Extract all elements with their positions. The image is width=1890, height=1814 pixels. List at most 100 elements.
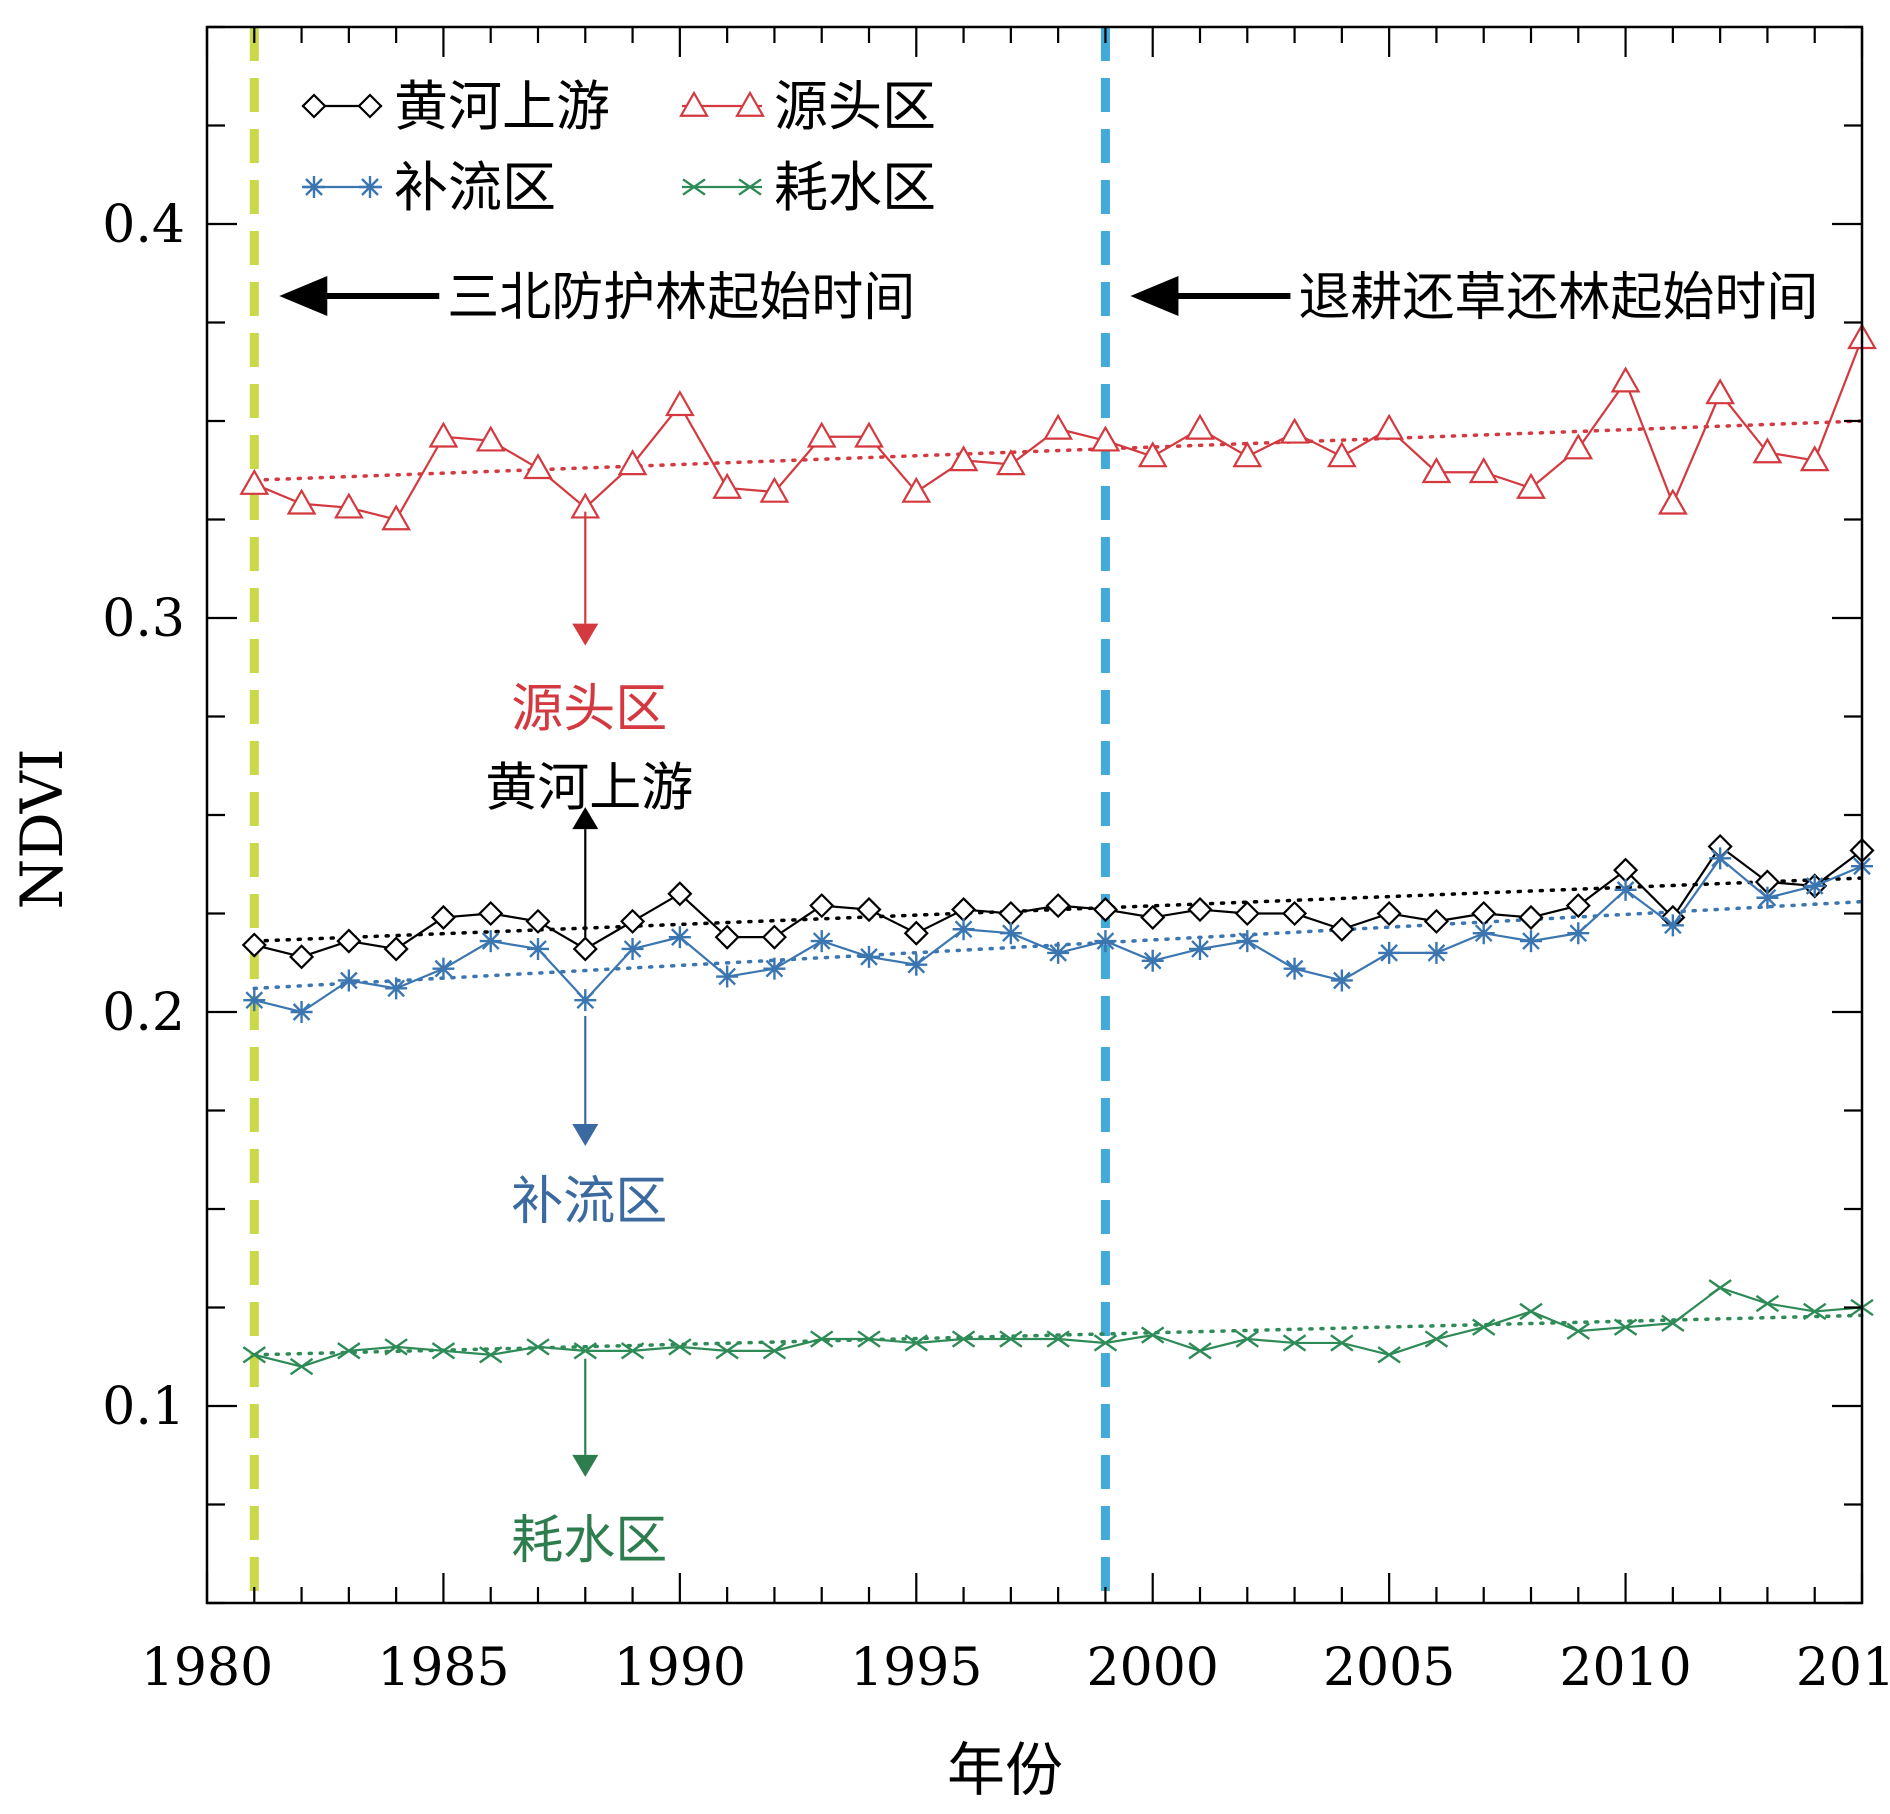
series-2-point-2013 — [1756, 886, 1779, 909]
vline-arrow-head-1 — [1130, 276, 1179, 316]
series-3-point-2002 — [1235, 1330, 1259, 1348]
y-axis-title: NDVI — [8, 748, 76, 909]
series-0-point-2002 — [1234, 900, 1260, 927]
series-0-point-1989 — [620, 908, 646, 934]
series-1-point-1999 — [1090, 425, 1121, 452]
series-2-point-2007 — [1472, 922, 1495, 945]
series-0-point-1997 — [998, 900, 1024, 927]
series-3-point-1982 — [289, 1357, 314, 1376]
series-3-point-1985 — [431, 1342, 456, 1360]
series-0-point-1995 — [903, 920, 929, 946]
series-0-point-1994 — [856, 897, 882, 923]
series-1-point-2004 — [1326, 441, 1357, 468]
y-tick-label-3: 0.4 — [102, 195, 185, 255]
annotation-label-3: 耗水区 — [511, 1511, 667, 1571]
series-3-point-1990 — [668, 1338, 692, 1356]
series-1-point-2001 — [1185, 413, 1215, 440]
series-0-point-2001 — [1187, 897, 1213, 923]
x-tick-label-1990: 1990 — [614, 1638, 746, 1698]
x-axis-title: 年份 — [947, 1736, 1063, 1804]
series-3-point-2007 — [1472, 1318, 1496, 1336]
series-1-point-1995 — [901, 476, 932, 503]
legend-marker-b-1 — [735, 90, 765, 117]
y-tick-label-2: 0.3 — [102, 589, 185, 649]
series-1-point-1997 — [995, 449, 1026, 476]
series-1-point-1982 — [286, 488, 317, 515]
annotation-label-1: 黄河上游 — [485, 758, 693, 818]
series-2-point-2004 — [1330, 969, 1353, 992]
series-1-point-2013 — [1752, 437, 1783, 464]
series-1-point-2002 — [1232, 441, 1263, 468]
legend-marker-a-2 — [303, 176, 325, 198]
series-1-point-1990 — [664, 390, 695, 417]
x-tick-label-2000: 2000 — [1087, 1638, 1219, 1698]
series-3-point-2011 — [1661, 1314, 1685, 1332]
series-1-point-1987 — [523, 453, 553, 480]
series-1-point-2011 — [1657, 488, 1688, 515]
series-2-point-2009 — [1567, 922, 1590, 945]
series-0-point-2000 — [1140, 904, 1166, 930]
series-2-point-1983 — [337, 969, 360, 992]
series-1-point-1984 — [381, 504, 412, 531]
series-1-point-2012 — [1705, 378, 1736, 405]
series-0-point-2006 — [1423, 908, 1449, 934]
series-1-point-2014 — [1799, 445, 1830, 472]
series-0-point-1987 — [525, 908, 551, 934]
series-2-point-2003 — [1283, 957, 1306, 980]
y-tick-label-1: 0.2 — [102, 983, 185, 1043]
series-0-point-1990 — [667, 881, 693, 907]
series-3-point-1995 — [904, 1334, 928, 1352]
series-1-point-1981 — [239, 468, 270, 495]
series-2-point-2000 — [1141, 949, 1164, 972]
trend-lines — [252, 419, 1864, 1357]
series-3-point-2013 — [1755, 1294, 1780, 1313]
series-2-point-2010 — [1614, 878, 1637, 901]
series-1-point-1991 — [712, 472, 743, 499]
series-2-point-1997 — [999, 922, 1022, 945]
series-0-point-1992 — [761, 924, 787, 950]
series-0-point-2003 — [1282, 900, 1308, 927]
series-3-point-1996 — [951, 1330, 976, 1348]
series-1-point-1998 — [1043, 413, 1074, 440]
annotation-arrow-head-0 — [572, 623, 599, 646]
series-0-point-2005 — [1376, 900, 1402, 927]
series-3-point-2006 — [1424, 1330, 1449, 1348]
series-0-point-1984 — [383, 936, 409, 962]
series-1-point-1992 — [759, 476, 790, 503]
vline-arrow-head-0 — [279, 276, 328, 316]
series-2-point-1984 — [385, 977, 408, 1000]
series-1-point-2009 — [1563, 433, 1594, 460]
vline-label-1: 退耕还草还林起始时间 — [1298, 268, 1818, 328]
series-0-point-2004 — [1329, 916, 1355, 942]
legend-marker-b-3 — [738, 178, 762, 196]
series-0-point-1999 — [1092, 897, 1118, 923]
series-2-point-2012 — [1709, 847, 1732, 870]
series-0-point-1988 — [572, 936, 598, 962]
series-2-point-2006 — [1425, 941, 1448, 964]
series-2-point-2001 — [1189, 937, 1211, 960]
legend-label-2: 补流区 — [394, 156, 556, 219]
x-tick-label-2005: 2005 — [1323, 1638, 1455, 1698]
series-3-point-1987 — [526, 1338, 550, 1356]
legend-marker-b-0 — [357, 93, 383, 119]
series-0-point-2008 — [1518, 904, 1544, 930]
series-3-point-1994 — [857, 1330, 881, 1348]
series-0-point-1981 — [241, 932, 267, 958]
series-2-point-1981 — [243, 989, 266, 1012]
trend-line-1 — [252, 419, 1864, 482]
series-3-point-1984 — [384, 1338, 408, 1356]
series-2-point-1999 — [1094, 930, 1117, 953]
series-1-point-1994 — [854, 421, 884, 448]
series-2-point-1996 — [952, 918, 975, 941]
legend-label-0: 黄河上游 — [394, 75, 610, 138]
series-2-point-1993 — [810, 930, 833, 953]
series-3-point-1981 — [242, 1346, 266, 1364]
series-0-point-1985 — [430, 904, 456, 930]
series-3-point-2008 — [1519, 1302, 1543, 1321]
series-2-point-1989 — [621, 937, 644, 960]
series-3-point-2004 — [1330, 1334, 1354, 1352]
series-3-point-2014 — [1803, 1302, 1827, 1321]
series-0-point-1993 — [809, 893, 835, 919]
series-0-point-1983 — [336, 928, 362, 954]
series-0-point-2009 — [1565, 893, 1591, 919]
